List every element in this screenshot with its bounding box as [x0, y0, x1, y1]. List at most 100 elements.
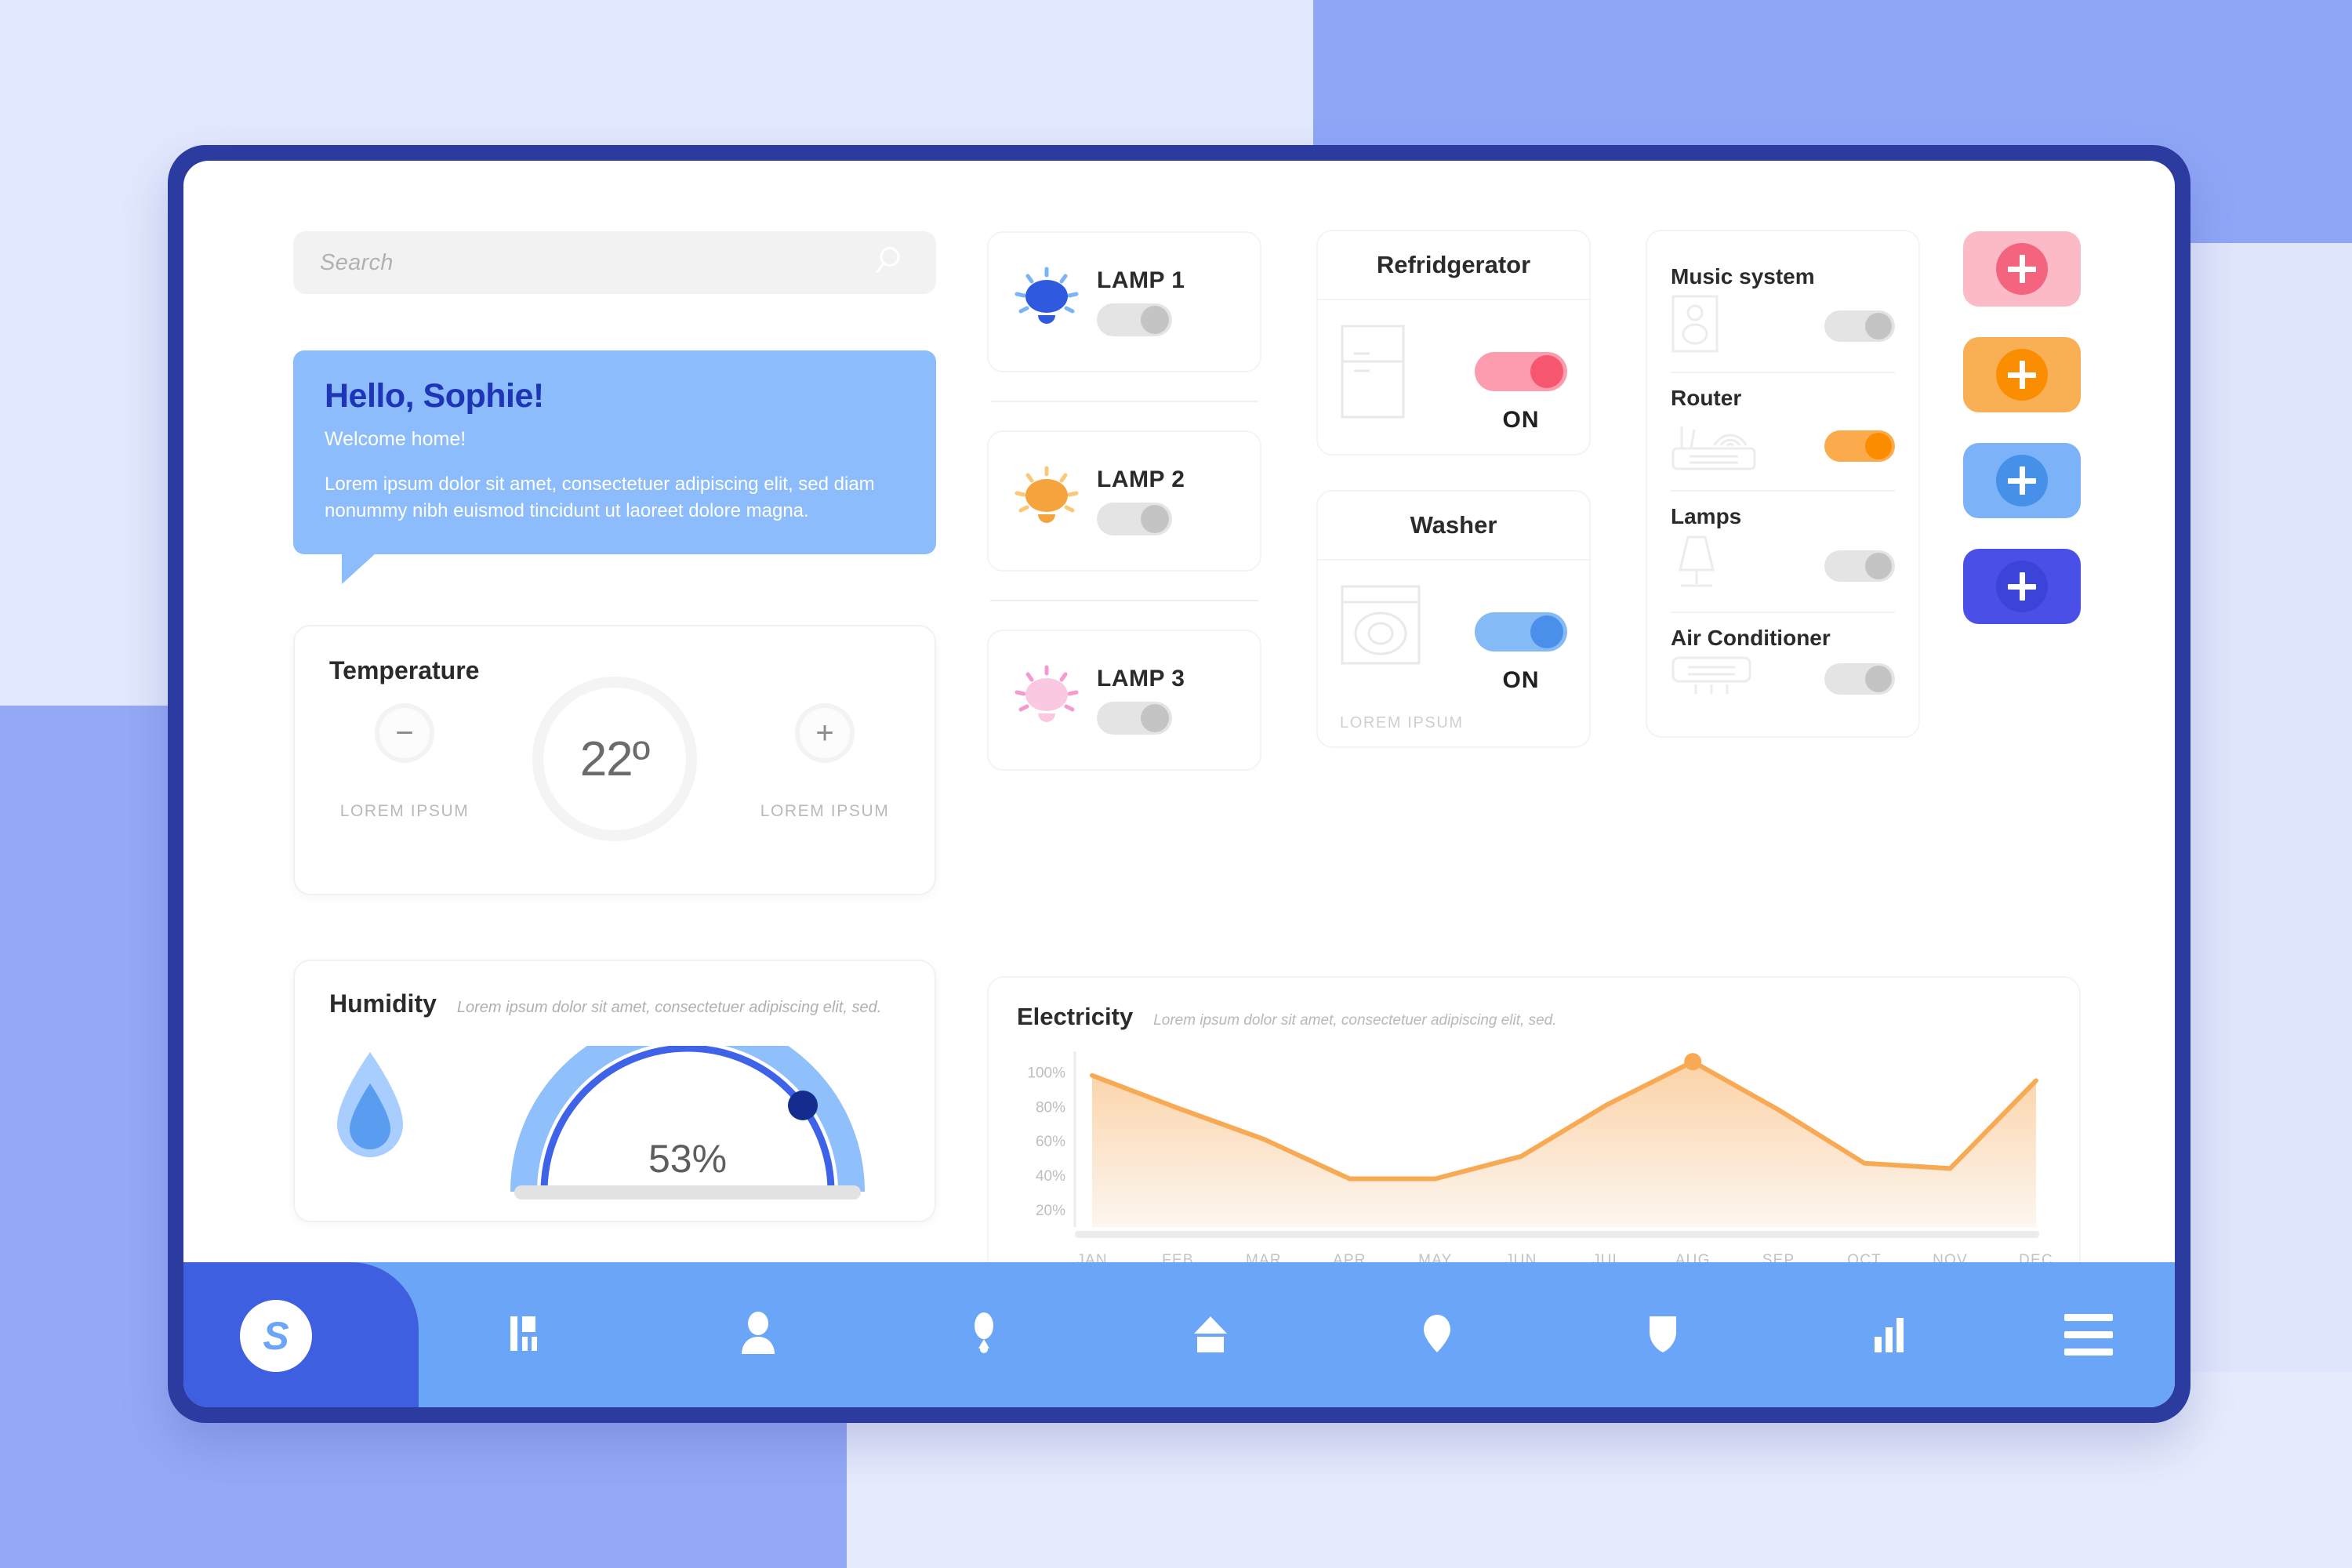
nav-item-location[interactable] — [1323, 1308, 1550, 1361]
washer-status: ON — [1502, 667, 1540, 693]
add-button-inner — [1996, 455, 2048, 506]
speaker-icon — [1671, 294, 1719, 358]
temperature-left-caption: LOREM IPSUM — [339, 802, 470, 821]
table-lamp-icon — [1671, 534, 1722, 597]
search-icon[interactable] — [875, 244, 909, 282]
washer-body: ON — [1318, 561, 1589, 714]
temperature-increase-button[interactable]: + — [795, 703, 855, 764]
lamp-info-2: LAMP 2 — [1097, 466, 1185, 535]
washer-title: Washer — [1318, 492, 1589, 561]
lamp-card-2[interactable]: LAMP 2 — [987, 430, 1261, 572]
device-control-lamps — [1671, 534, 1895, 597]
lamp-divider-1 — [990, 401, 1258, 402]
chart-highlight-point — [1684, 1053, 1702, 1071]
chart-x-axis-line — [1075, 1231, 2039, 1238]
greeting-bubble: Hello, Sophie! Welcome home! Lorem ipsum… — [293, 350, 936, 585]
device-name-lamps: Lamps — [1671, 504, 1742, 528]
temperature-increase-group: + LOREM IPSUM — [742, 703, 907, 821]
humidity-value: 53% — [648, 1137, 728, 1181]
device-row-lamps[interactable]: Lamps — [1671, 490, 1895, 612]
add-button-inner — [1996, 561, 2048, 612]
lamp-card-3[interactable]: LAMP 3 — [987, 630, 1261, 771]
humidity-description: Lorem ipsum dolor sit amet, consectetuer… — [456, 999, 882, 1017]
washer-note: LOREM IPSUM — [1340, 714, 1464, 731]
app-logo[interactable]: S — [240, 1300, 312, 1372]
refrigerator-card: Refridgerator ON — [1316, 230, 1591, 456]
electricity-title: Electricity — [1017, 1003, 1134, 1030]
lamp-name-3: LAMP 3 — [1097, 666, 1185, 691]
tablet-device-frame: Search Hello, Sophie! Welcome home! Lore… — [168, 145, 2190, 1423]
nav-item-user[interactable] — [645, 1308, 872, 1361]
lamp-toggle-3[interactable] — [1097, 702, 1172, 735]
nav-item-home[interactable] — [1098, 1308, 1324, 1361]
nav-logo-tab[interactable]: S — [183, 1262, 419, 1407]
nav-item-dashboard[interactable] — [419, 1308, 645, 1361]
chart-y-axis-ticks: 20% 40% 60% 80% 100% — [1027, 1065, 1065, 1219]
nav-item-menu[interactable] — [2002, 1314, 2175, 1356]
shield-icon — [1639, 1308, 1687, 1361]
nav-item-security[interactable] — [1550, 1308, 1777, 1361]
electricity-description: Lorem ipsum dolor sit amet, consectetuer… — [1153, 1012, 1557, 1029]
app-logo-letter: S — [263, 1314, 289, 1358]
chart-y-tick-label: 60% — [1036, 1134, 1065, 1150]
add-button-3[interactable] — [1963, 443, 2081, 518]
plus-icon — [2008, 572, 2036, 601]
search-input[interactable]: Search — [293, 231, 936, 294]
humidity-gauge[interactable]: 53% — [503, 1014, 872, 1203]
home-icon — [1186, 1308, 1235, 1361]
toggle-knob — [1865, 312, 1892, 339]
lamp-toggle-2[interactable] — [1097, 503, 1172, 535]
humidity-title: Humidity — [329, 989, 437, 1018]
device-toggle-router[interactable] — [1824, 430, 1895, 462]
toggle-knob — [1530, 615, 1563, 648]
device-toggle-music-system[interactable] — [1824, 310, 1895, 342]
temperature-right-caption: LOREM IPSUM — [760, 802, 890, 821]
device-name-music-system: Music system — [1671, 264, 1815, 289]
refrigerator-icon — [1340, 324, 1406, 423]
water-drop-icon — [329, 1049, 411, 1171]
dashboard-icon — [507, 1308, 556, 1361]
lamp-card-1[interactable]: LAMP 1 — [987, 231, 1261, 372]
chart-y-tick-label: 100% — [1027, 1065, 1065, 1081]
nav-item-statistics[interactable] — [1776, 1308, 2002, 1361]
device-list-panel: Music system Router — [1646, 230, 1920, 738]
lamp-name-2: LAMP 2 — [1097, 466, 1185, 492]
lamps-column: LAMP 1 — [987, 231, 1261, 771]
toggle-knob — [1530, 355, 1563, 388]
chart-y-tick-label: 40% — [1036, 1168, 1065, 1185]
device-row-router[interactable]: Router — [1671, 372, 1895, 490]
add-button-1[interactable] — [1963, 231, 2081, 307]
temperature-decrease-button[interactable]: − — [375, 703, 434, 764]
device-toggle-air-conditioner[interactable] — [1824, 662, 1895, 695]
temperature-decrease-group: − LOREM IPSUM — [322, 703, 487, 821]
wifi-router-icon — [1671, 416, 1757, 476]
electricity-chart-card: Electricity Lorem ipsum dolor sit amet, … — [987, 976, 2081, 1290]
chart-area-fill — [1092, 1062, 2036, 1227]
refrigerator-toggle[interactable] — [1475, 352, 1567, 391]
device-row-air-conditioner[interactable]: Air Conditioner — [1671, 612, 1895, 716]
lamp-divider-2 — [990, 600, 1258, 601]
device-row-music-system[interactable]: Music system — [1671, 252, 1895, 372]
toggle-knob — [1865, 552, 1892, 579]
greeting-body: Lorem ipsum dolor sit amet, consectetuer… — [325, 474, 875, 522]
plus-icon — [2008, 255, 2036, 283]
nav-item-lighting[interactable] — [871, 1308, 1098, 1361]
toggle-knob — [1865, 665, 1892, 692]
toggle-knob — [1865, 432, 1892, 459]
greeting-subtitle: Welcome home! — [325, 428, 466, 450]
washer-card: Washer ON — [1316, 490, 1591, 748]
device-toggle-lamps[interactable] — [1824, 550, 1895, 582]
add-button-2[interactable] — [1963, 337, 2081, 412]
refrigerator-title: Refridgerator — [1318, 231, 1589, 300]
add-button-4[interactable] — [1963, 549, 2081, 624]
temperature-dial[interactable]: 22º — [532, 677, 697, 842]
lamp-toggle-1[interactable] — [1097, 303, 1172, 336]
refrigerator-body: ON — [1318, 300, 1589, 454]
humidity-card: Humidity Lorem ipsum dolor sit amet, con… — [293, 960, 936, 1223]
lamp-name-1: LAMP 1 — [1097, 267, 1185, 293]
device-control-router — [1671, 416, 1895, 476]
location-pin-icon — [1413, 1308, 1461, 1361]
temperature-card: Temperature − LOREM IPSUM 22º + LOREM IP… — [293, 625, 936, 896]
temperature-title: Temperature — [329, 656, 480, 685]
washer-toggle[interactable] — [1475, 612, 1567, 652]
